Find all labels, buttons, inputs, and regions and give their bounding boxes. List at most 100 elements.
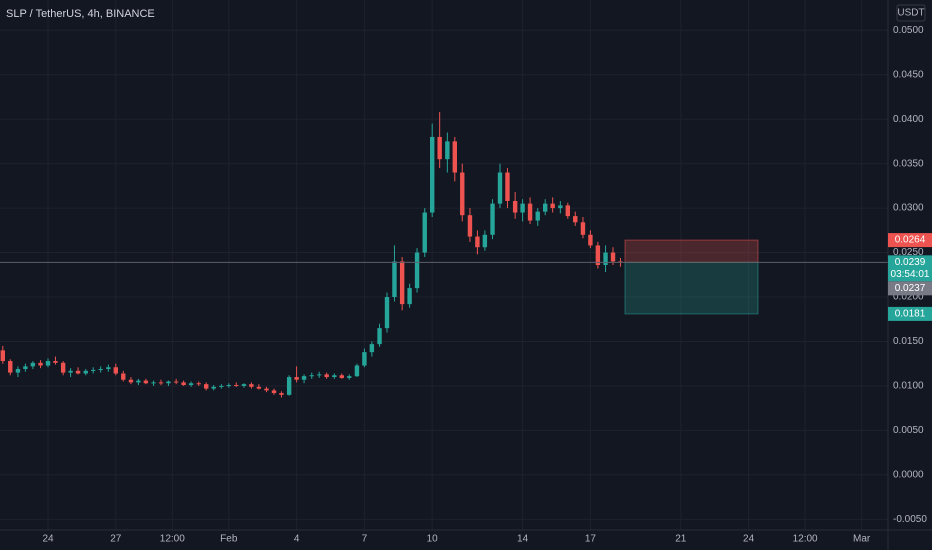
candle-body — [181, 382, 186, 386]
y-tick-label: 0.0150 — [893, 336, 924, 347]
candle-body — [354, 365, 360, 377]
candle-body — [226, 385, 232, 387]
candle-body — [121, 373, 126, 380]
x-tick-label: 24 — [42, 534, 54, 545]
candle-body — [113, 367, 119, 374]
candle-body — [294, 377, 299, 380]
x-tick-label: 27 — [110, 534, 122, 545]
marker-price-label: 0.0237 — [895, 283, 926, 294]
candle-body — [23, 366, 28, 370]
currency[interactable]: USDT — [897, 8, 924, 19]
candle-body — [211, 386, 216, 389]
candle-body — [264, 388, 269, 391]
chart-title: SLP / TetherUS, 4h, BINANCE — [6, 8, 155, 20]
marker-price-box — [888, 281, 932, 296]
candle-body — [347, 376, 352, 378]
x-tick-label: 10 — [427, 534, 439, 545]
y-tick-label: 0.0250 — [893, 247, 924, 258]
candle-body — [399, 261, 405, 305]
candle-body — [595, 245, 601, 265]
candle-body — [573, 216, 578, 223]
candle-body — [580, 222, 586, 235]
y-tick-label: 0.0450 — [893, 69, 924, 80]
candle-body — [75, 370, 81, 374]
x-tick-label: 17 — [585, 534, 597, 545]
y-tick-label: 0.0200 — [893, 292, 924, 303]
candle-body — [482, 234, 488, 248]
y-tick-label: 0.0050 — [893, 425, 924, 436]
last-price-box — [888, 255, 932, 282]
candle-body — [610, 252, 616, 262]
candle-body — [106, 367, 111, 370]
candle-body — [309, 375, 314, 377]
x-tick-label: Feb — [220, 534, 238, 545]
countdown: 03:54:01 — [891, 269, 930, 280]
candle-body — [83, 370, 88, 374]
candle-body — [543, 203, 548, 212]
candle-body — [301, 376, 307, 380]
candle-body — [392, 261, 397, 298]
stop-price-label: 0.0264 — [895, 235, 926, 246]
y-tick-label: 0.0000 — [893, 470, 924, 481]
last-price-label: 0.0239 — [895, 257, 926, 268]
candle-body — [497, 172, 503, 204]
candle-body — [317, 374, 322, 376]
candle-body — [422, 212, 427, 253]
candle-body — [279, 393, 284, 395]
candle-body — [445, 141, 450, 160]
candle-body — [158, 382, 164, 384]
candle-body — [452, 141, 458, 173]
y-tick-label: 0.0300 — [893, 203, 924, 214]
candle-body — [196, 383, 201, 385]
candle-body — [430, 136, 435, 213]
candle-body — [407, 288, 412, 305]
candle-body — [384, 297, 390, 329]
candle-body — [339, 375, 345, 378]
candle-body — [128, 379, 134, 383]
y-tick-label: 0.0400 — [893, 114, 924, 125]
candle-body — [166, 381, 171, 384]
candle-body — [460, 172, 465, 216]
candle-body — [8, 361, 13, 373]
candle-body — [512, 200, 518, 213]
candle-body — [45, 361, 51, 366]
candle-body — [173, 381, 179, 383]
candle-body — [271, 390, 277, 394]
x-tick-label: 7 — [362, 534, 368, 545]
candle-body — [286, 377, 292, 395]
target-price-label: 0.0181 — [895, 309, 926, 320]
candle-body — [249, 384, 254, 387]
x-tick-label: 12:00 — [793, 534, 818, 545]
x-tick-label: Mar — [853, 534, 871, 545]
candle-body — [98, 369, 103, 371]
candle-body — [490, 203, 495, 235]
candle-body — [204, 384, 209, 389]
candle-body — [136, 380, 141, 383]
y-tick-label: 0.0100 — [893, 381, 924, 392]
candle-body — [60, 362, 66, 373]
candle-body — [377, 328, 382, 345]
candle-body — [414, 252, 420, 289]
candle-body — [256, 386, 262, 389]
candle-body — [369, 344, 375, 353]
candle-body — [535, 211, 540, 221]
candle-body — [505, 172, 510, 201]
stop-price-label-box — [888, 233, 932, 248]
candle-body — [520, 203, 525, 213]
candle-body — [38, 362, 43, 366]
currency-box[interactable] — [896, 4, 926, 22]
x-tick-label: 24 — [743, 534, 755, 545]
candle-body — [603, 252, 608, 265]
candle-body — [362, 352, 367, 366]
candle-body — [467, 215, 473, 237]
stop-zone — [624, 239, 759, 263]
x-tick-label: 4 — [294, 534, 300, 545]
candle-body — [550, 203, 555, 209]
candle-body — [219, 385, 224, 387]
candle-body — [151, 382, 156, 384]
candle-body — [234, 385, 239, 387]
target-price-label-box — [888, 306, 932, 321]
candle-body — [30, 362, 36, 367]
